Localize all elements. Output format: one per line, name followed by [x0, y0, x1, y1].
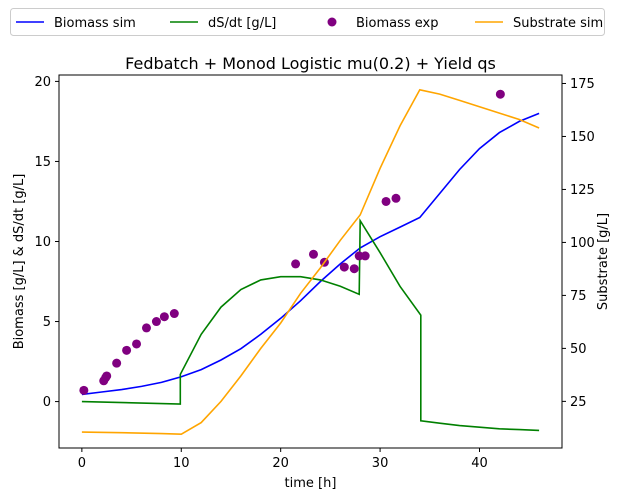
data-point-biomass-exp	[102, 371, 112, 381]
legend: Biomass sim dS/dt [g/L] Biomass exp Substra…	[10, 8, 605, 36]
x-tick-label: 30	[372, 456, 389, 471]
y-left-tick-label: 10	[34, 235, 51, 250]
legend-frame	[10, 8, 605, 36]
x-axis-label: time [h]	[285, 476, 337, 491]
data-point-biomass-exp	[391, 193, 401, 203]
legend-label-substrate-sim: Substrate sim	[513, 16, 603, 31]
data-point-biomass-exp	[79, 385, 89, 395]
y-right-tick-label: 100	[570, 236, 595, 251]
data-point-biomass-exp	[349, 264, 359, 274]
y-left-tick-label: 0	[43, 395, 51, 410]
data-point-biomass-exp	[360, 251, 370, 261]
series-line-ds-dt-g-l	[81, 217, 540, 432]
x-tick-label: 0	[78, 456, 86, 471]
x-tick-label: 40	[471, 456, 488, 471]
y-left-tick-label: 5	[43, 315, 51, 330]
series-line-biomass-sim	[81, 112, 540, 396]
series-line-substrate-sim	[81, 88, 540, 436]
legend-swatch-biomass-exp	[327, 17, 337, 27]
data-point-biomass-exp	[159, 312, 169, 322]
y-right-tick-label: 25	[570, 395, 587, 410]
legend-label-biomass-sim: Biomass sim	[54, 16, 136, 31]
y-left-tick-label: 20	[34, 75, 51, 90]
data-point-biomass-exp	[169, 309, 179, 319]
y-right-tick-label: 150	[570, 130, 595, 145]
data-point-biomass-exp	[151, 317, 161, 327]
data-point-biomass-exp	[495, 89, 505, 99]
y-left-tick-label: 15	[34, 155, 51, 170]
data-point-biomass-exp	[132, 339, 142, 349]
y-axis-left-label: Biomass [g/L] & dS/dt [g/L]	[12, 174, 27, 350]
legend-label-biomass-exp: Biomass exp	[356, 16, 439, 31]
data-point-biomass-exp	[381, 196, 391, 206]
y-right-tick-label: 50	[570, 342, 587, 357]
data-point-biomass-exp	[308, 249, 318, 259]
ticks-layer: 0 10 20 30 40 0 5 10 15 20 25 50 75 100 125 150 175	[34, 75, 594, 471]
y-right-tick-label: 125	[570, 183, 595, 198]
data-point-biomass-exp	[291, 259, 301, 269]
y-right-tick-label: 75	[570, 289, 587, 304]
data-point-biomass-exp	[122, 345, 132, 355]
x-tick-label: 10	[173, 456, 190, 471]
chart-title: Fedbatch + Monod Logistic mu(0.2) + Yiel…	[125, 54, 496, 73]
y-right-tick-label: 175	[570, 77, 595, 92]
data-point-biomass-exp	[141, 323, 151, 333]
legend-label-ds-dt-g-l: dS/dt [g/L]	[208, 16, 276, 31]
x-tick-label: 20	[272, 456, 289, 471]
data-point-biomass-exp	[339, 262, 349, 272]
data-point-biomass-exp	[112, 358, 122, 368]
y-axis-right-label: Substrate [g/L]	[596, 213, 611, 310]
series-layer	[79, 88, 540, 436]
plot-frame	[58, 74, 563, 449]
